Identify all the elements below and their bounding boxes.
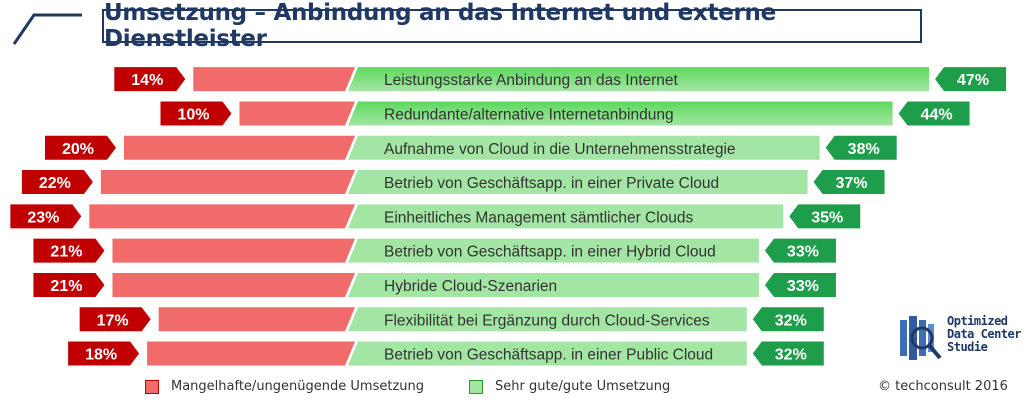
bar-negative [124,135,355,160]
value-tab-positive [752,307,824,332]
value-tab-negative [21,170,93,195]
category-label: Aufnahme von Cloud in die Unternehmensst… [384,141,736,158]
bar-positive [348,341,747,366]
study-logo: Optimized Data Center Studie [898,312,1023,374]
bar-positive [348,204,784,229]
value-tab-positive [935,67,1007,92]
value-tab-positive [898,101,970,126]
bar-positive [348,170,808,195]
value-label-positive: 44% [921,106,953,123]
value-tab-positive [752,341,824,366]
category-label: Hybride Cloud-Szenarien [384,278,557,295]
value-label-positive: 32% [775,312,807,329]
value-tab-negative [114,67,186,92]
logo-line-3: Studie [947,340,988,354]
value-label-positive: 37% [836,175,868,192]
bar-negative [239,101,355,126]
bar-positive [348,238,759,263]
value-tab-negative [79,307,151,332]
value-tab-negative [45,135,116,160]
logo-line-1: Optimized [947,314,1008,328]
value-label-positive: 35% [811,209,843,226]
bar-negative [112,272,355,297]
value-tab-positive [789,204,861,229]
value-label-negative: 22% [39,175,71,192]
legend-item-negative: Mangelhafte/ungenügende Umsetzung [145,379,424,394]
value-tab-negative [68,341,140,366]
value-label-negative: 18% [85,347,117,364]
value-label-negative: 10% [177,106,209,123]
legend-label-positive: Sehr gute/gute Umsetzung [495,379,671,394]
copyright-text: © techconsult 2016 [878,379,1008,394]
value-label-positive: 47% [957,72,989,89]
bar-positive [348,101,893,126]
value-tab-positive [825,135,897,160]
logo-line-2: Data Center [947,327,1021,341]
value-label-negative: 23% [27,209,59,226]
bar-negative [89,204,355,229]
bar-positive [348,135,820,160]
category-label: Betrieb von Geschäftsapp. in einer Priva… [384,175,719,192]
category-label: Redundante/alternative Internetanbindung [384,106,674,123]
value-tab-positive [813,170,885,195]
value-label-positive: 38% [848,141,880,158]
legend-item-positive: Sehr gute/gute Umsetzung [469,379,670,394]
value-tab-negative [33,238,105,263]
value-label-negative: 20% [62,141,94,158]
bar-positive [348,67,930,92]
value-label-positive: 33% [787,244,819,261]
category-label: Einheitliches Management sämtlicher Clou… [384,209,694,226]
bar-negative [100,170,356,195]
bar-positive [348,307,747,332]
value-tab-negative [33,272,105,297]
value-label-negative: 21% [50,278,82,295]
value-tab-positive [764,238,836,263]
legend-label-negative: Mangelhafte/ungenügende Umsetzung [171,379,424,394]
corner-mark-icon [12,13,82,45]
server-rack-icon [900,316,942,360]
bar-negative [112,238,355,263]
value-label-positive: 32% [775,347,807,364]
legend-swatch-negative [145,379,159,394]
bar-negative [193,67,355,92]
category-label: Betrieb von Geschäftsapp. in einer Publi… [384,347,713,364]
value-label-negative: 14% [131,72,163,89]
value-label-negative: 21% [50,244,82,261]
value-label-negative: 17% [97,312,129,329]
bar-positive [348,272,759,297]
bar-negative [147,341,355,366]
value-label-positive: 33% [787,278,819,295]
category-label: Flexibilität bei Ergänzung durch Cloud-S… [384,312,710,329]
category-label: Leistungsstarke Anbindung an das Interne… [384,72,679,89]
legend-swatch-positive [469,379,483,394]
value-tab-negative [10,204,82,229]
value-tab-negative [160,101,232,126]
bar-negative [158,307,355,332]
value-tab-positive [764,272,836,297]
category-label: Betrieb von Geschäftsapp. in einer Hybri… [384,244,716,261]
